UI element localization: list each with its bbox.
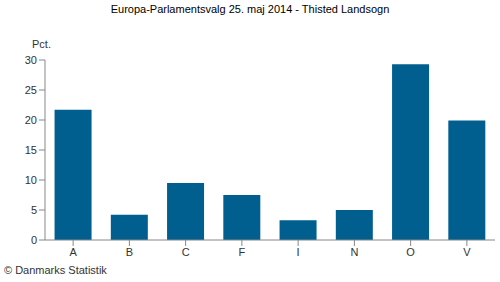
svg-text:F: F bbox=[239, 246, 246, 258]
svg-text:A: A bbox=[69, 246, 77, 258]
html-text:© Danmarks Statistik: © Danmarks Statistik bbox=[4, 264, 107, 276]
svg-text:0: 0 bbox=[31, 234, 37, 246]
svg-text:20: 20 bbox=[25, 114, 37, 126]
svg-text:B: B bbox=[126, 246, 133, 258]
svg-text:15: 15 bbox=[25, 144, 37, 156]
svg-text:V: V bbox=[463, 246, 471, 258]
html-text:Pct.: Pct. bbox=[32, 38, 51, 50]
svg-text:I: I bbox=[297, 246, 300, 258]
svg-text:10: 10 bbox=[25, 174, 37, 186]
svg-text:25: 25 bbox=[25, 84, 37, 96]
svg-text:N: N bbox=[350, 246, 358, 258]
svg-text:O: O bbox=[406, 246, 415, 258]
svg-text:5: 5 bbox=[31, 204, 37, 216]
svg-text:30: 30 bbox=[25, 54, 37, 66]
html-text:Europa-Parlamentsvalg 25. maj: Europa-Parlamentsvalg 25. maj 2014 - Thi… bbox=[110, 3, 390, 15]
svg-text:C: C bbox=[182, 246, 190, 258]
